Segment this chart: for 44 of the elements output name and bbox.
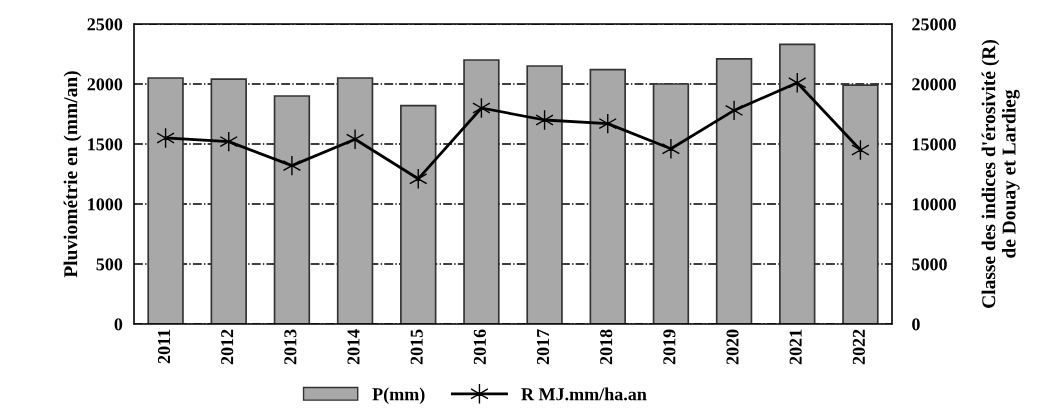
bar <box>589 68 626 324</box>
bar <box>715 57 753 324</box>
x-tick-label: 2019 <box>663 329 676 365</box>
x-tick-label: 2013 <box>284 329 297 365</box>
y2-tick-label: 25000 <box>912 18 956 31</box>
x-tick-label: 2014 <box>347 329 360 365</box>
bar <box>842 84 879 324</box>
point <box>345 128 365 150</box>
x-tick-label: 2021 <box>789 329 802 365</box>
bar <box>652 83 690 324</box>
bar <box>147 77 184 324</box>
bar <box>210 78 247 324</box>
point <box>724 99 744 121</box>
y-tick-label: 2500 <box>87 18 123 31</box>
y2-tick-label: 20000 <box>912 78 956 91</box>
y-axis-title: Pluviométrie en (mm/an) <box>63 71 82 278</box>
y-tick-label: 500 <box>96 258 123 271</box>
bar <box>779 43 816 324</box>
point <box>282 155 302 177</box>
x-tick-label: 2017 <box>536 329 550 365</box>
x-tick-label: 2012 <box>221 329 234 365</box>
bar <box>526 65 563 324</box>
x-tick-label: 2020 <box>726 329 739 365</box>
x-tick-label: 2015 <box>410 329 423 365</box>
point <box>661 138 681 160</box>
y-tick-label: 1500 <box>88 138 123 151</box>
y2-tick-label: 10000 <box>912 198 956 211</box>
bar <box>400 104 437 324</box>
legend-label: P(mm) <box>372 387 425 404</box>
x-tick-label: 2022 <box>852 329 865 365</box>
x-tick-label: 2016 <box>473 329 486 365</box>
y2-tick-label: 0 <box>912 318 920 331</box>
y2-tick-label: 5000 <box>912 258 947 271</box>
bar <box>273 95 311 324</box>
legend-label: R MJ.mm/ha.an <box>521 387 647 401</box>
y-tick-label: 1000 <box>88 198 123 211</box>
y-tick-label: 2000 <box>87 78 123 91</box>
bar <box>336 77 374 324</box>
x-tick-label: 2018 <box>600 329 613 365</box>
y-tick-label: 0 <box>114 318 123 331</box>
x-tick-label: 2011 <box>157 329 171 364</box>
y2-axis-title: Classe des indices d'érosivité (R) de Douay et Lardieg <box>981 40 1020 308</box>
bar <box>463 59 500 324</box>
y2-tick-label: 15000 <box>912 138 956 151</box>
